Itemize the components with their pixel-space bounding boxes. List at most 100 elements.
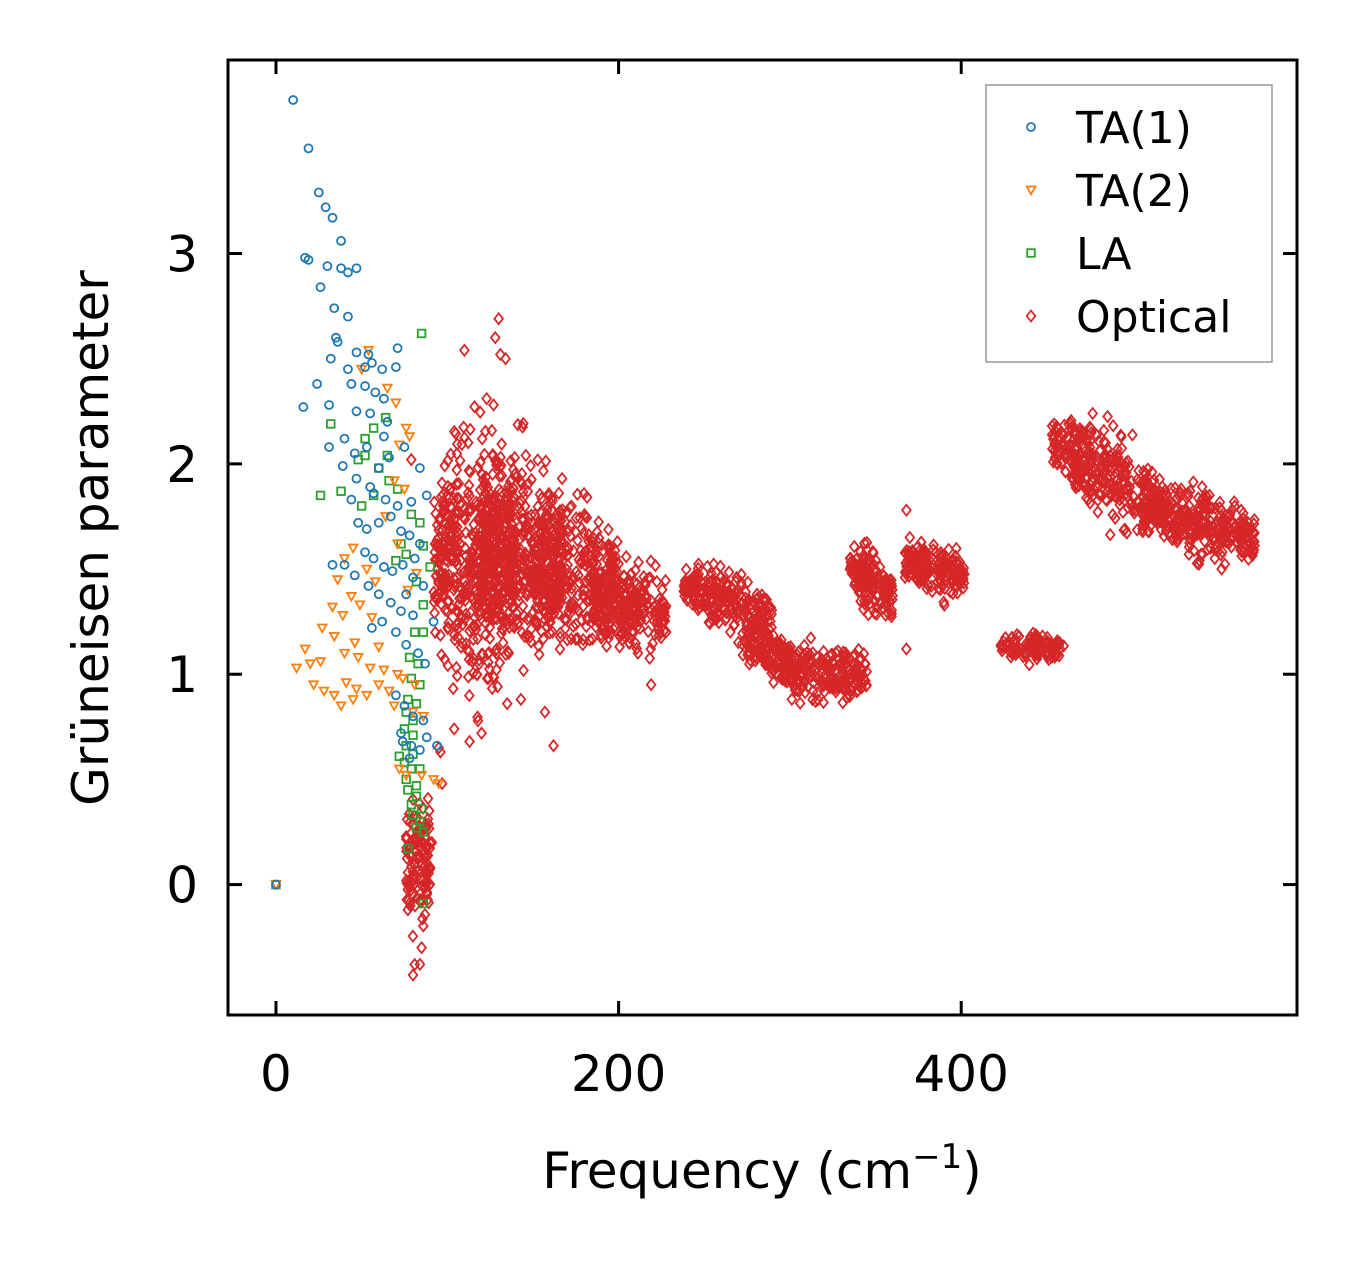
optical-point [618, 569, 630, 583]
ta-1--point [349, 570, 360, 581]
optical-point [471, 667, 483, 682]
optical-point [642, 624, 654, 639]
optical-point [467, 592, 479, 607]
optical-point [489, 492, 501, 507]
optical-point [755, 642, 767, 656]
optical-point [445, 517, 457, 532]
optical-point [1040, 645, 1052, 660]
optical-point [918, 545, 930, 559]
optical-point [472, 511, 484, 526]
optical-point [416, 940, 428, 955]
optical-point [405, 850, 417, 865]
optical-point [742, 575, 754, 589]
optical-point [1120, 487, 1132, 501]
optical-point [1094, 444, 1106, 458]
optical-point [652, 622, 664, 636]
optical-point [1179, 514, 1191, 529]
optical-point [621, 607, 633, 622]
optical-point [463, 478, 475, 493]
ta-2--point [326, 602, 339, 614]
optical-point [450, 543, 462, 557]
ta-1--point [365, 408, 376, 419]
optical-point [726, 581, 738, 596]
optical-point [588, 612, 600, 627]
optical-point [614, 640, 626, 654]
optical-point [502, 644, 514, 659]
optical-point [533, 647, 545, 662]
optical-point [723, 565, 735, 579]
optical-point [552, 595, 563, 609]
ta-1--point [343, 311, 353, 322]
optical-point [501, 696, 513, 711]
optical-point [1107, 507, 1119, 522]
optical-point [547, 625, 558, 639]
optical-point [1070, 480, 1082, 495]
optical-point [923, 561, 935, 576]
optical-point [657, 614, 669, 629]
optical-point [680, 584, 691, 599]
ta-1--point [378, 562, 389, 572]
optical-point [494, 347, 506, 362]
optical-point [583, 527, 595, 542]
optical-point [471, 617, 483, 632]
optical-point [509, 561, 521, 575]
ta-1--point [378, 393, 389, 404]
optical-point [1168, 522, 1180, 537]
ta-2--point [338, 648, 351, 660]
optical-point [429, 625, 441, 640]
optical-point [692, 561, 704, 576]
optical-point [438, 538, 450, 553]
ta-1--point [332, 336, 343, 347]
optical-point [541, 555, 553, 570]
ta-2--point [347, 543, 359, 555]
optical-point [610, 554, 622, 569]
optical-point [645, 593, 657, 608]
optical-point [1200, 502, 1212, 516]
ta-1--point [404, 753, 415, 764]
optical-point [475, 570, 487, 584]
optical-point [1085, 485, 1097, 500]
optical-point [589, 580, 601, 595]
optical-point [553, 524, 565, 539]
optical-point [605, 626, 616, 641]
ta-1--point [312, 379, 322, 389]
optical-point [1141, 485, 1153, 500]
ta-2--point [364, 663, 377, 675]
ta-1--point [413, 648, 424, 659]
optical-point [693, 600, 705, 615]
optical-point [572, 533, 583, 548]
optical-point [411, 810, 423, 825]
ta-2--point [338, 554, 351, 565]
la-point [408, 730, 418, 740]
optical-point [639, 578, 651, 593]
optical-point [1148, 492, 1160, 506]
optical-point [409, 899, 421, 913]
optical-point [435, 628, 446, 643]
optical-point [1094, 487, 1106, 502]
y-tick-label: 0 [166, 857, 198, 915]
optical-point [702, 598, 713, 612]
optical-point [544, 531, 556, 545]
optical-point [1086, 474, 1097, 489]
optical-point [555, 542, 567, 556]
optical-point [571, 631, 583, 646]
optical-point [493, 311, 505, 326]
optical-point [451, 463, 463, 477]
optical-point [787, 647, 799, 662]
optical-point [468, 552, 480, 566]
la-point [368, 423, 379, 433]
ta-1--point [298, 402, 309, 412]
optical-point [950, 555, 962, 569]
ta-1--point [361, 524, 372, 534]
optical-point [491, 603, 503, 617]
la-point [336, 486, 346, 496]
optical-point [498, 487, 510, 502]
optical-point [519, 499, 531, 514]
optical-point [448, 722, 460, 736]
la-point [413, 659, 423, 669]
optical-point [553, 486, 565, 501]
optical-point [452, 615, 464, 630]
ta-1--point [360, 547, 370, 558]
optical-point [472, 713, 484, 728]
optical-point [546, 601, 558, 616]
